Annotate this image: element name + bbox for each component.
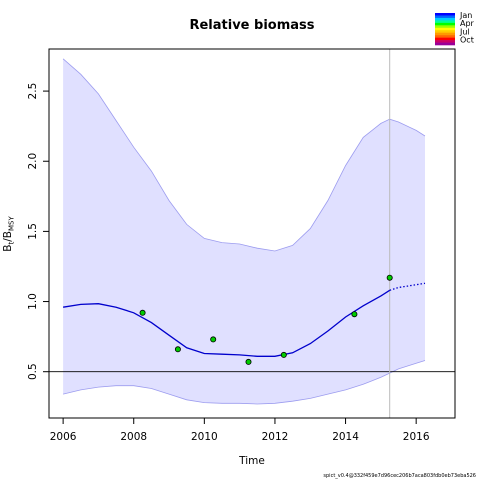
y-axis: 0.5 1.0 1.5 2.0 2.5 [27,83,49,380]
y-tick-label: 2.0 [27,153,39,170]
observation-point [351,311,358,318]
observation-point [174,346,181,353]
x-tick-label: 2010 [191,431,218,443]
legend-color-swatch [435,13,455,16]
observation-point [386,274,393,281]
legend-color-swatch [435,40,455,43]
estimate-line [62,289,391,357]
prediction-line [389,282,426,291]
legend-color-swatch [435,20,455,24]
y-tick-label: 1.0 [27,293,39,310]
legend-color-swatch [435,37,455,41]
y-tick-label: 0.5 [27,363,39,380]
plot-frame [48,48,456,419]
legend-label: Jan [459,11,472,20]
legend-label: Jul [459,27,470,36]
x-tick-label: 2014 [332,431,359,443]
x-tick-label: 2012 [262,431,289,443]
x-tick-label: 2008 [120,431,147,443]
legend-color-swatch [435,15,455,19]
legend-color-swatch [435,30,455,33]
legend-label: Oct [460,36,474,45]
observation-point [280,351,287,358]
legend-color-swatch [435,22,455,26]
legend-color-swatch [435,32,455,36]
band-lower-edge [63,360,426,405]
x-axis: 2006 2008 2010 2012 2014 2016 [50,418,430,443]
legend-label: Apr [460,19,475,28]
chart-title: Relative biomass [189,18,314,33]
band-upper-edge [62,58,426,252]
x-tick-label: 2006 [50,431,77,443]
version-footer: spict_v0.4@332f459e7d96cec206b7aca803fdb… [323,473,476,479]
legend-color-swatch [435,17,455,21]
x-tick-label: 2016 [403,431,430,443]
x-axis-label: Time [238,455,265,467]
plot-area [49,49,455,418]
legend-color-swatch [435,27,455,31]
y-axis-label: Bt/BMSY [2,216,16,252]
confidence-band [63,58,425,405]
legend-color-swatch [435,35,455,38]
observation-point [210,336,217,343]
y-tick-label: 2.5 [27,83,39,100]
legend-color-swatch [435,25,455,29]
y-tick-label: 1.5 [27,223,39,240]
observation-point [139,309,146,316]
legend-color-swatch [435,42,455,46]
observation-point [245,358,252,365]
